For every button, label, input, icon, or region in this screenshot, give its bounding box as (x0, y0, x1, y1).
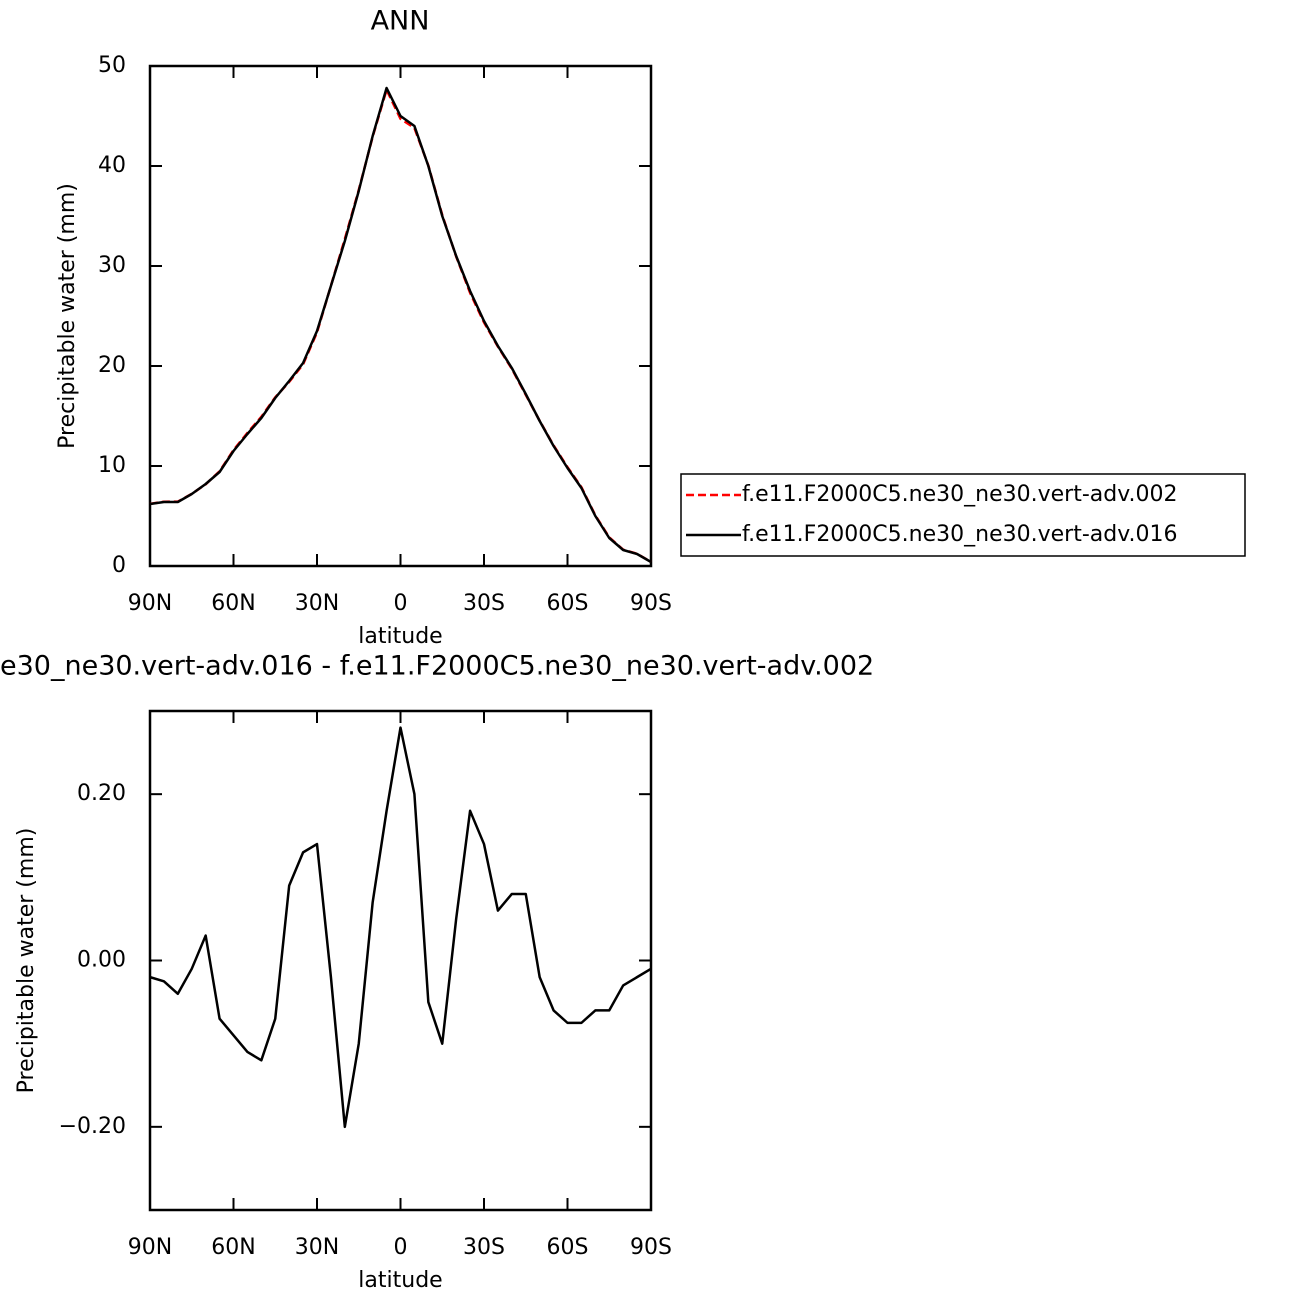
y-tick-label: 30 (98, 253, 126, 278)
x-tick-label: 60S (547, 1235, 589, 1260)
plot-frame (148, 64, 653, 568)
y-tick-label: −0.20 (59, 1114, 126, 1139)
x-tick-label: 0 (394, 1235, 408, 1260)
x-axis-label: latitude (358, 624, 442, 649)
x-tick-label: 90N (128, 1235, 172, 1260)
legend-label: f.e11.F2000C5.ne30_ne30.vert-adv.016 (742, 522, 1178, 547)
x-tick-label: 30S (463, 591, 505, 616)
y-tick-label: 0.00 (77, 948, 126, 973)
x-tick-label: 0 (394, 591, 408, 616)
chart-title: e30_ne30.vert-adv.016 - f.e11.F2000C5.ne… (0, 651, 874, 682)
y-tick-label: 0.20 (77, 781, 126, 806)
chart-title: ANN (371, 6, 430, 37)
plot-frame (148, 709, 653, 1212)
x-tick-label: 30S (463, 1235, 505, 1260)
y-tick-label: 0 (112, 553, 126, 578)
y-tick-label: 40 (98, 153, 126, 178)
data-line (149, 86, 652, 564)
legend-box (680, 473, 1246, 557)
data-line (149, 726, 652, 1129)
x-tick-label: 60S (547, 591, 589, 616)
legend-label: f.e11.F2000C5.ne30_ne30.vert-adv.002 (742, 482, 1178, 507)
x-tick-label: 90N (128, 591, 172, 616)
x-tick-label: 60N (211, 591, 255, 616)
data-line (149, 88, 652, 563)
y-tick-label: 10 (98, 453, 126, 478)
x-tick-label: 90S (630, 591, 672, 616)
x-tick-label: 90S (630, 1235, 672, 1260)
y-axis-label: Precipitable water (mm) (55, 183, 80, 449)
y-tick-label: 20 (98, 353, 126, 378)
x-axis-label: latitude (358, 1268, 442, 1293)
x-tick-label: 30N (295, 1235, 339, 1260)
x-tick-label: 30N (295, 591, 339, 616)
y-axis-label: Precipitable water (mm) (14, 828, 39, 1094)
x-tick-label: 60N (211, 1235, 255, 1260)
y-tick-label: 50 (98, 53, 126, 78)
